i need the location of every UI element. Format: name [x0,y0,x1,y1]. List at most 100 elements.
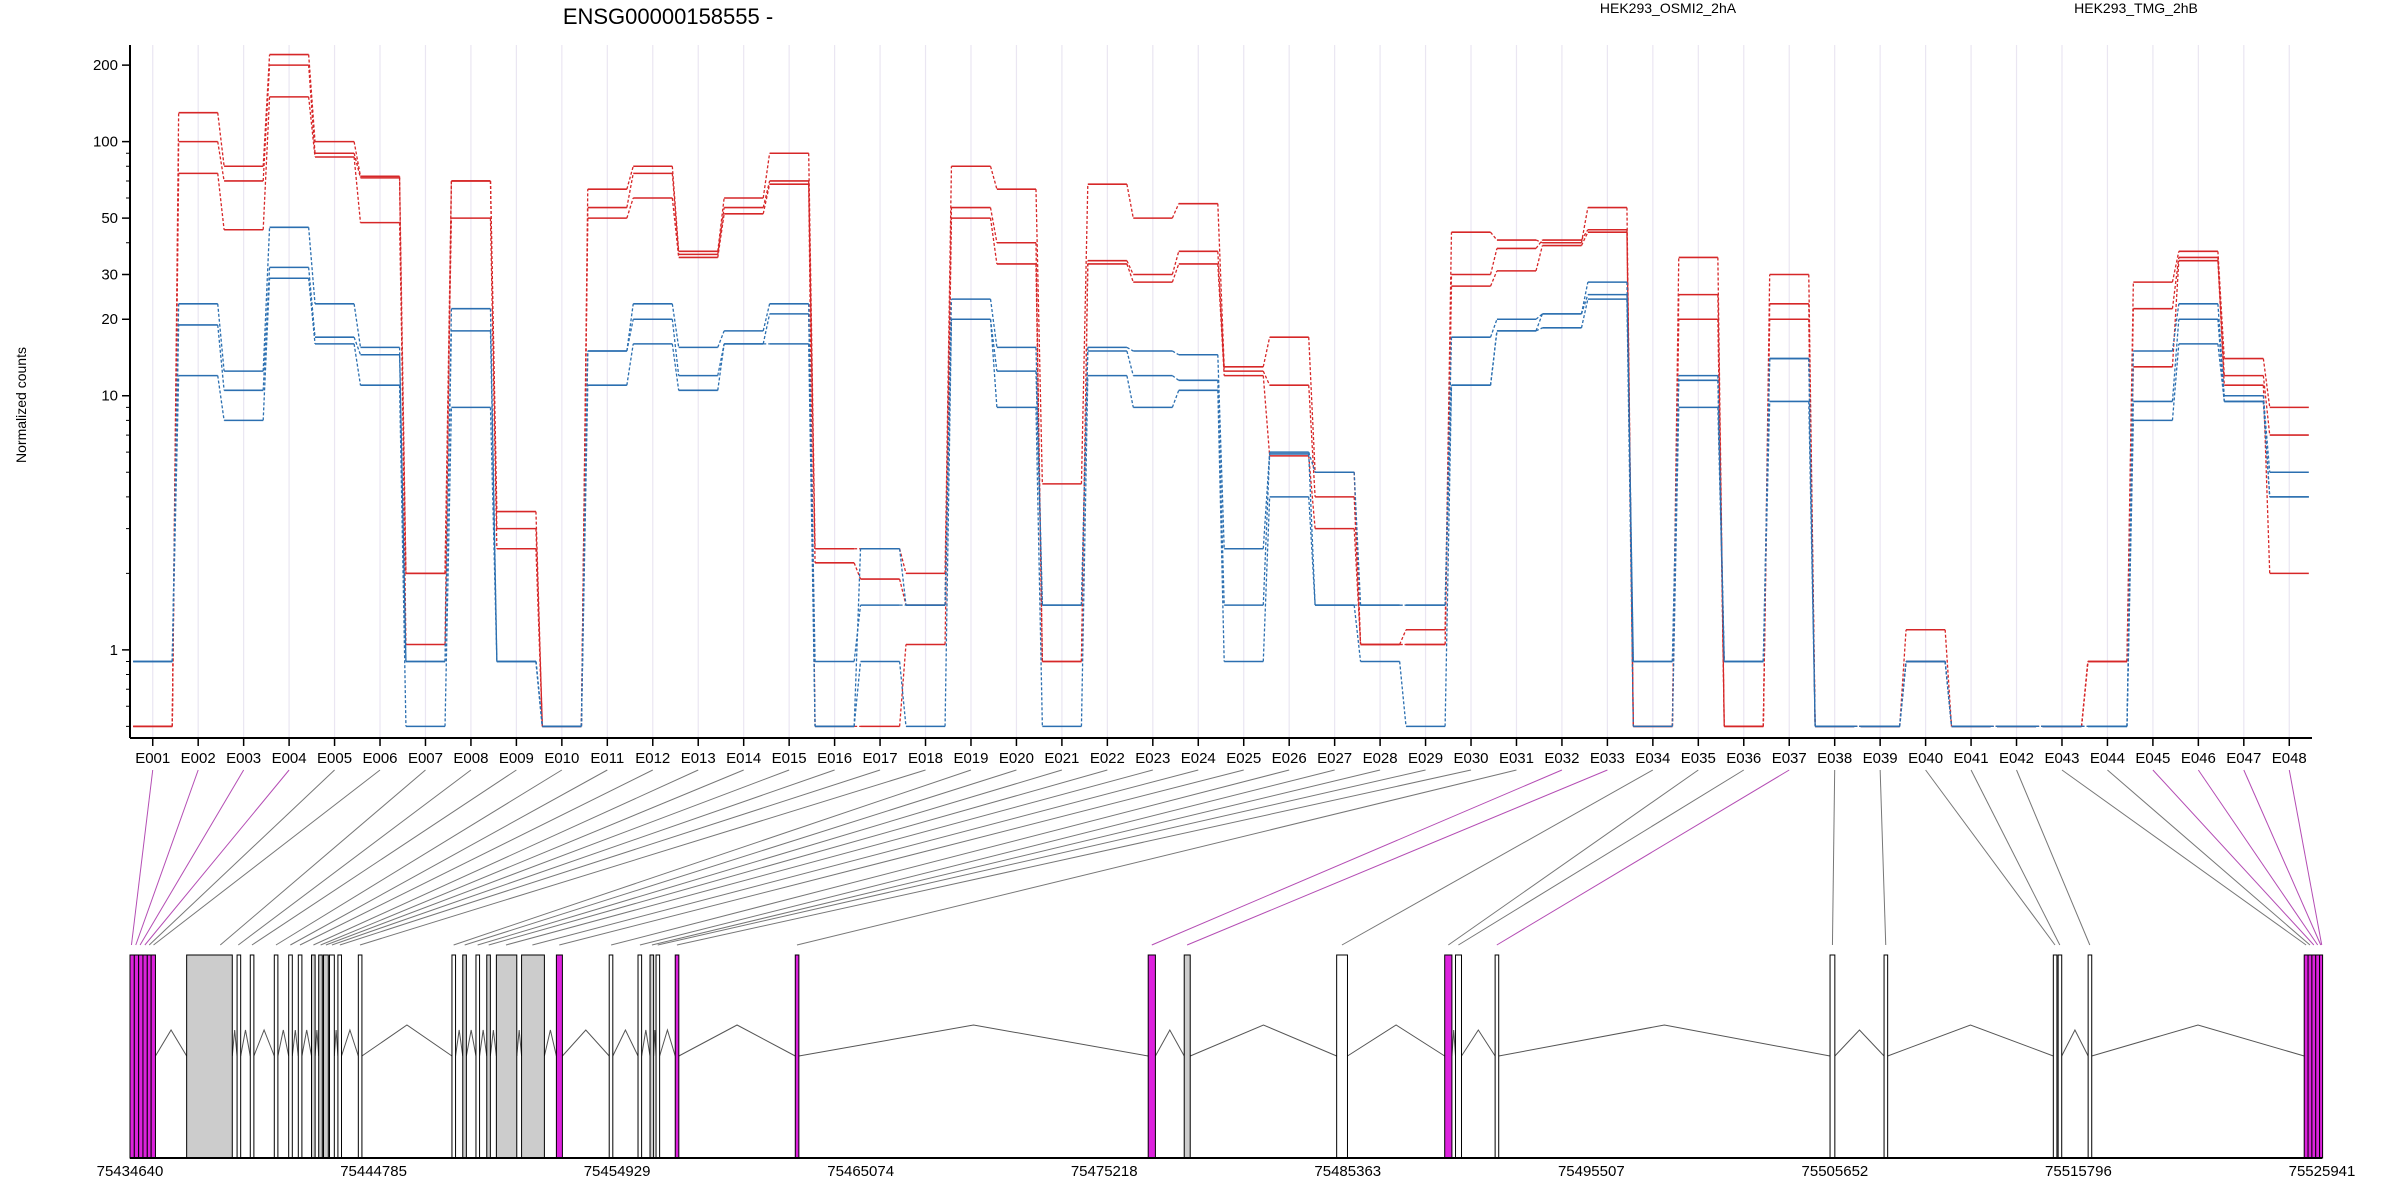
connector [1580,229,1589,241]
connector [398,177,407,645]
connector [1899,661,1907,727]
connector [853,661,862,727]
connector [1217,354,1225,549]
exon-link-E023 [505,769,1153,946]
genomic-tick-label: 75515796 [2045,1163,2112,1180]
x-tick-label-E010: E010 [544,750,579,767]
x-tick-label-E032: E032 [1544,750,1579,767]
connector [1626,299,1634,727]
exon-box [637,954,643,1159]
connector [489,308,498,662]
connector [626,173,634,208]
connector [1580,294,1589,315]
exon-link-E022 [488,769,1108,946]
connector [989,319,998,408]
exon-link-E020 [464,769,1017,946]
exon-link-E013 [313,769,699,946]
exon-link-E033 [1186,769,1608,946]
exon-box [323,954,329,1159]
connector [1308,385,1316,497]
connector [489,180,498,529]
exon-box [555,954,563,1159]
connector [671,319,680,376]
exon-link-E004 [144,769,290,946]
connector [2126,420,2134,727]
connector [671,303,680,348]
connector [2171,343,2180,421]
connector [1126,350,1134,376]
connector [1944,629,1953,727]
genomic-tick-label: 75495507 [1558,1163,1625,1180]
intron [240,1029,251,1057]
connector [989,207,998,243]
exon-box [655,954,661,1159]
connector [217,303,225,372]
connector [1217,380,1225,606]
connector [1171,203,1180,219]
connector [1080,375,1089,727]
exon-box [311,954,316,1159]
genomic-tick-label: 75465074 [827,1163,894,1180]
intron [641,1029,651,1057]
connector [2217,260,2225,386]
connector [2171,319,2180,402]
plot-gridlines [152,45,2290,738]
exon-link-E041 [1970,769,2061,946]
exon-link-E010 [275,769,563,946]
exon-box [486,954,491,1159]
connector [2171,260,2180,367]
exon-box [318,954,323,1159]
connector [989,319,998,372]
x-tick-label-E018: E018 [908,750,943,767]
exon-box [462,954,467,1159]
y-axis-label: Normalized counts [13,347,29,463]
exon-link-E036 [1458,769,1745,946]
intron [1154,1028,1185,1057]
connector [1535,313,1543,320]
connector [1535,239,1543,244]
genomic-tick-label: 75485363 [1314,1163,1381,1180]
intron [1451,1029,1457,1057]
connector [717,330,725,348]
connector [898,548,907,574]
connector [944,218,953,645]
exon-link-E040 [1925,769,2056,946]
exon-link-E018 [359,769,926,946]
genomic-tick-label: 75475218 [1071,1163,1138,1180]
intron [1347,1024,1445,1057]
intron [2061,1028,2089,1057]
exon-link-E007 [219,769,426,946]
genomic-coordinate-axis: 75434640 75444785 75454929 75465074 75475218… [97,1157,2355,1180]
connector [944,319,953,727]
intron [277,1029,290,1057]
x-tick-label-E007: E007 [408,750,443,767]
exon-link-E015 [325,769,790,946]
connector [1489,330,1498,386]
exon-link-E032 [1151,769,1563,946]
connector [762,180,771,208]
x-tick-label-E029: E029 [1408,750,1443,767]
connector [2171,257,2180,309]
connector [762,184,771,214]
connector [1399,629,1407,645]
x-tick-label-E016: E016 [817,750,852,767]
intron [1190,1024,1337,1057]
connector [1399,661,1407,727]
intron [465,1029,477,1057]
connector [762,153,771,199]
exon-link-E045 [2152,769,2315,946]
genomic-tick-label: 75505652 [1802,1163,1869,1180]
connector [1808,319,1816,727]
gene-model [129,954,2324,1159]
intron [798,1024,1149,1057]
series-HEK293_OSMI2_2hA-2 [133,96,2309,728]
y-tick-label: 200 [93,57,118,74]
connector [626,319,634,352]
legend-entry-HEK293_TMG_2hB: HEK293_TMG_2hB [2074,0,2198,16]
y-tick-label: 50 [101,210,118,227]
exon-link-E038 [1831,769,1836,946]
connector [671,343,680,391]
connector [308,278,316,344]
x-tick-label-E026: E026 [1272,750,1307,767]
